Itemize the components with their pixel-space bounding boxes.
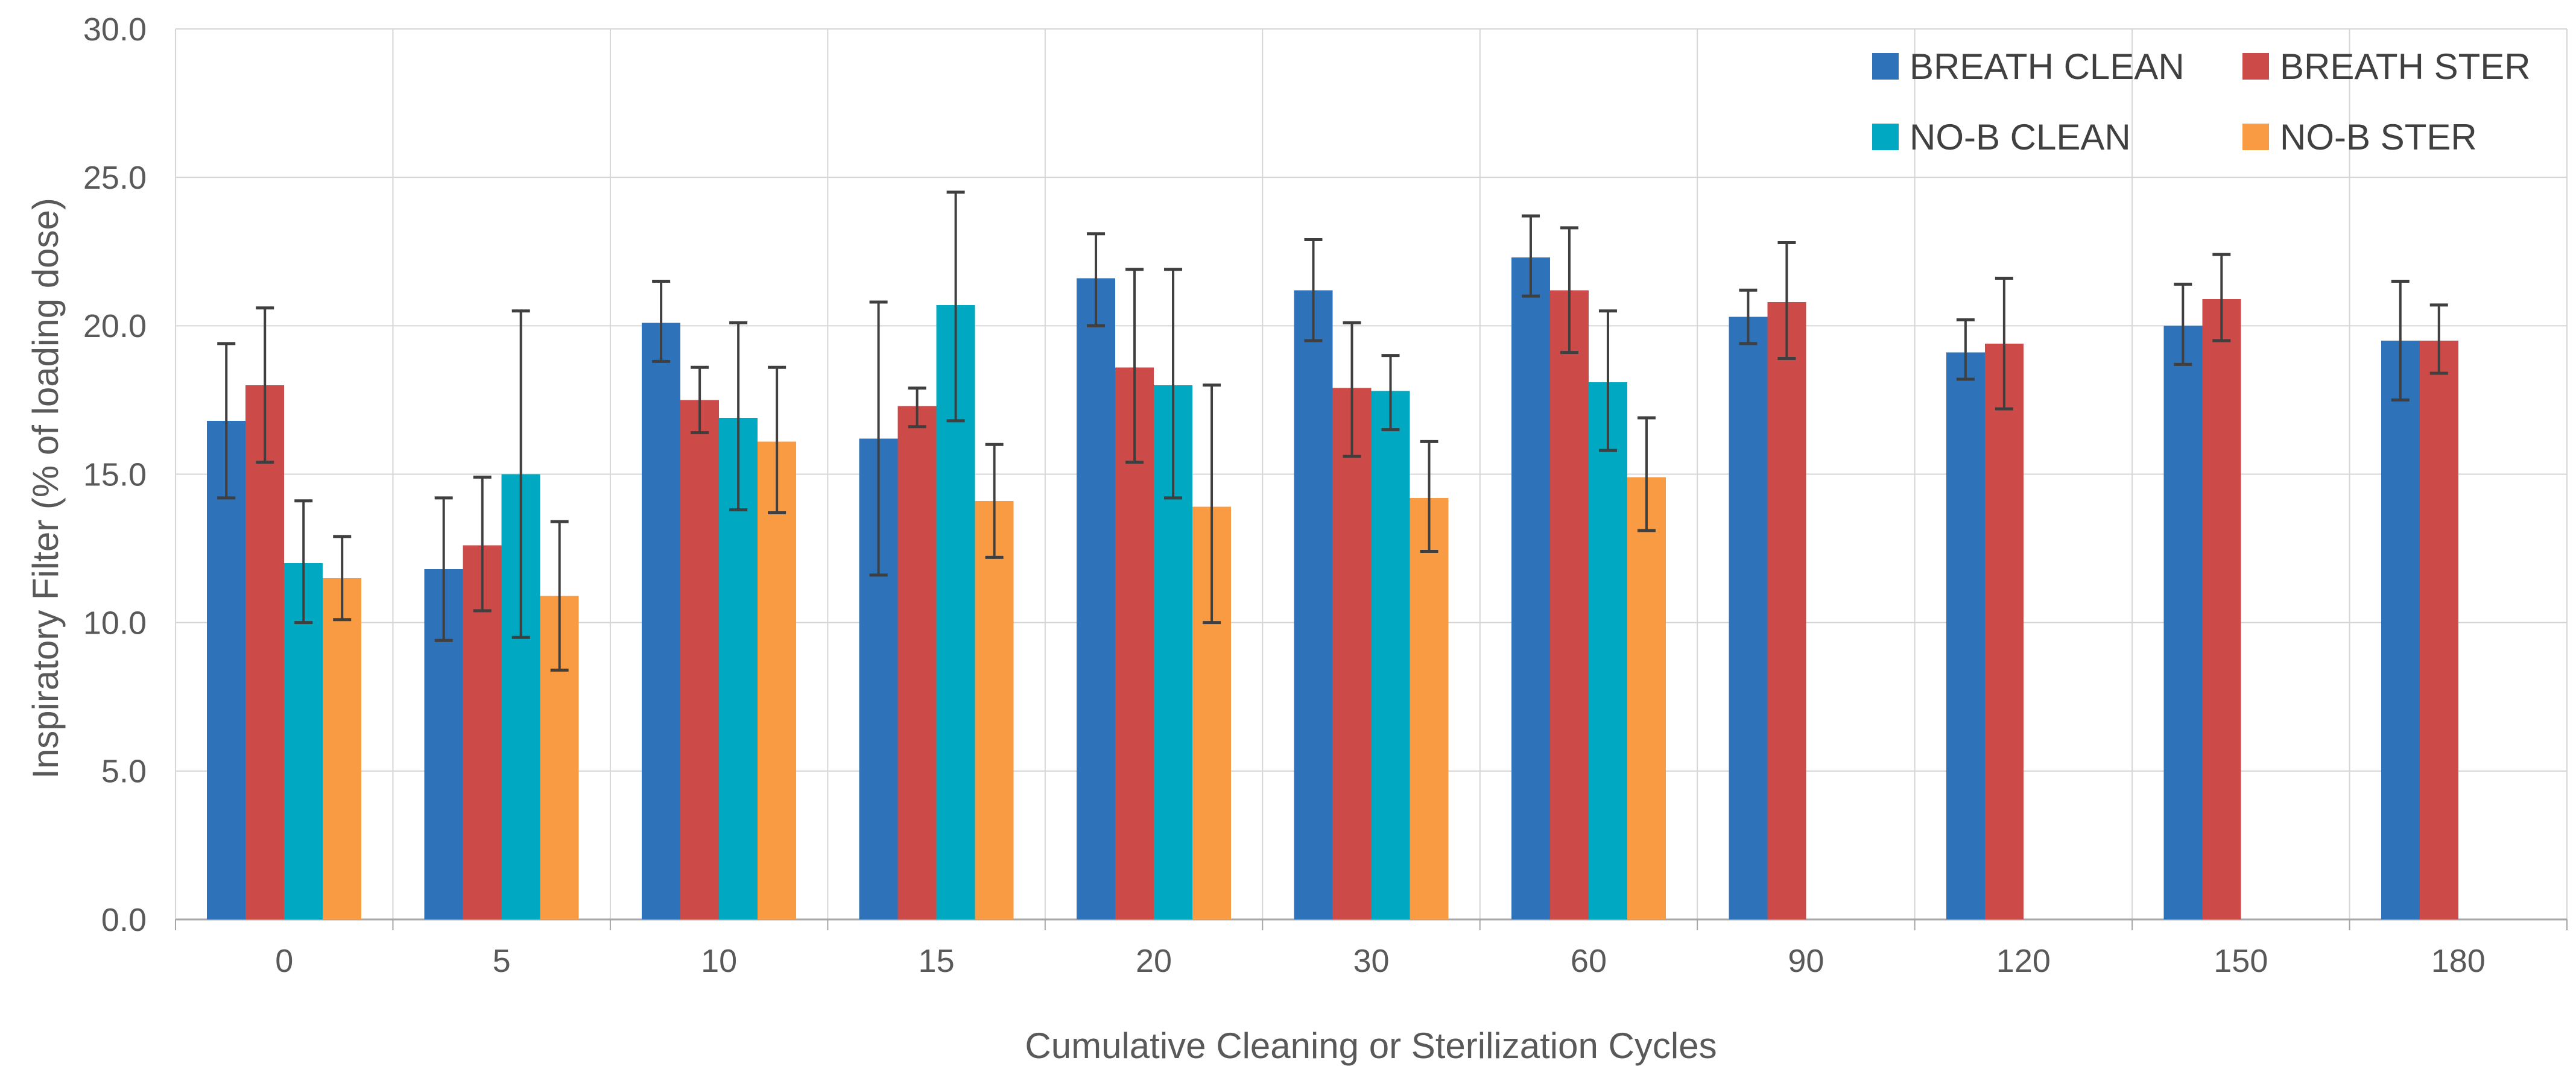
bar-no-b-ster: [1627, 477, 1666, 919]
bar-no-b-ster: [758, 441, 797, 919]
bar-breath-clean: [1294, 290, 1333, 920]
y-tick-label: 15.0: [83, 456, 147, 493]
bar-no-b-ster: [323, 578, 362, 919]
y-tick-label: 0.0: [101, 902, 147, 938]
bar-breath-ster: [2419, 340, 2458, 919]
bar-breath-ster: [2202, 299, 2241, 920]
y-axis-title: Inspiratory Filter (% of loading dose): [25, 198, 66, 779]
y-tick-label: 5.0: [101, 754, 147, 790]
bar-breath-clean: [1946, 352, 1985, 919]
x-category-label: 20: [1136, 943, 1172, 979]
legend-item: NO-B STER: [2242, 117, 2477, 157]
legend: BREATH CLEAN BREATH STER NO-B CLEAN NO-B…: [1872, 46, 2531, 157]
legend-item: BREATH CLEAN: [1872, 46, 2185, 87]
x-category-label: 0: [275, 943, 293, 979]
x-axis-title: Cumulative Cleaning or Sterilization Cyc…: [1025, 1026, 1717, 1066]
bar-breath-clean: [1511, 257, 1550, 919]
x-category-label: 60: [1571, 943, 1607, 979]
bar-breath-clean: [642, 323, 681, 919]
legend-label: BREATH CLEAN: [1910, 46, 2185, 87]
series-swatch-icon: [1872, 124, 1899, 150]
series-swatch-icon: [1872, 53, 1899, 80]
bar-breath-ster: [1984, 343, 2024, 919]
y-tick-label: 20.0: [83, 308, 147, 344]
bar-breath-clean: [2381, 340, 2420, 919]
bar-breath-clean: [1077, 278, 1116, 919]
x-category-label: 90: [1788, 943, 1824, 979]
series-swatch-icon: [2242, 53, 2269, 80]
bar-breath-clean: [2163, 326, 2203, 919]
plot-area: 0.0 5.0 10.0 15.0 20.0 25.0 30.0 0 5 10 15 20 30 60 90…: [83, 11, 2568, 979]
y-tick-label: 30.0: [83, 11, 147, 48]
y-tick-label: 25.0: [83, 160, 147, 196]
bar-no-b-clean: [1371, 391, 1410, 919]
bar-breath-ster: [245, 385, 285, 919]
x-category-label: 30: [1353, 943, 1389, 979]
x-category-label: 180: [2431, 943, 2486, 979]
bar-no-b-clean: [1588, 382, 1627, 919]
y-tick-label: 10.0: [83, 605, 147, 641]
bar-breath-clean: [207, 420, 246, 919]
legend-label: NO-B STER: [2280, 117, 2477, 157]
x-category-label: 15: [919, 943, 955, 979]
x-category-label: 150: [2214, 943, 2268, 979]
bar-breath-ster: [1767, 301, 1806, 919]
bar-breath-ster: [1549, 290, 1589, 920]
bar-breath-ster: [680, 400, 720, 919]
x-category-label: 10: [701, 943, 737, 979]
series-swatch-icon: [2242, 124, 2269, 150]
legend-label: NO-B CLEAN: [1910, 117, 2131, 157]
legend-item: NO-B CLEAN: [1872, 117, 2131, 157]
bar-no-b-ster: [975, 500, 1014, 919]
legend-item: BREATH STER: [2242, 46, 2531, 87]
bar-breath-ster: [1332, 388, 1372, 919]
x-category-label: 120: [1996, 943, 2051, 979]
bar-no-b-ster: [1410, 497, 1449, 919]
legend-label: BREATH STER: [2280, 46, 2531, 87]
x-category-label: 5: [493, 943, 511, 979]
bar-breath-ster: [897, 406, 937, 919]
bar-breath-clean: [1729, 317, 1768, 919]
